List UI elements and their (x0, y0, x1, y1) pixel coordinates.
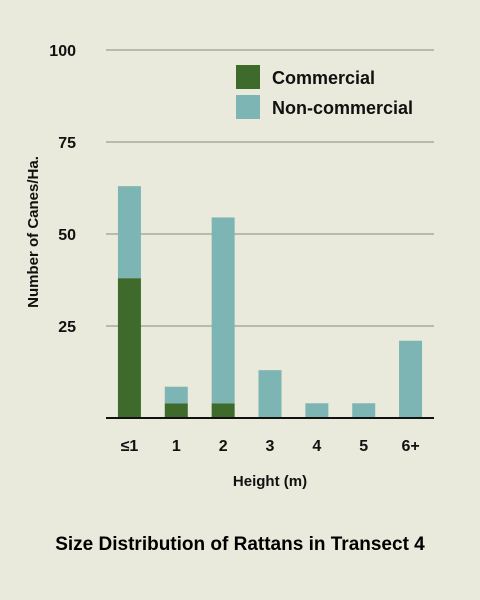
x-axis-title: Height (m) (233, 473, 307, 490)
x-tick-label: 2 (219, 438, 228, 455)
bar-non-commercial (399, 340, 423, 418)
x-tick-label: 5 (359, 438, 368, 455)
bar-commercial (117, 278, 141, 418)
x-tick-label: ≤1 (121, 438, 139, 455)
legend-swatch-non-commercial (236, 95, 260, 119)
legend-swatch-commercial (236, 65, 260, 89)
y-tick-label: 50 (58, 227, 76, 244)
bar-non-commercial (305, 403, 329, 418)
bars (117, 186, 423, 418)
chart-title: Size Distribution of Rattans in Transect… (55, 534, 425, 555)
bar-commercial (211, 403, 235, 418)
x-axis-ticks: ≤1 1 2 3 4 5 6+ (121, 438, 420, 455)
gridlines (106, 49, 434, 327)
y-axis-title: Number of Canes/Ha. (25, 156, 42, 308)
bar-non-commercial (164, 386, 188, 404)
bar-non-commercial (258, 370, 282, 418)
x-tick-label: 3 (266, 438, 275, 455)
y-tick-label: 100 (49, 43, 76, 60)
legend-label-non-commercial: Non-commercial (272, 98, 413, 118)
x-tick-label: 1 (172, 438, 181, 455)
bar-non-commercial (352, 403, 376, 418)
y-axis-ticks: 100 75 50 25 (49, 43, 76, 336)
bar-non-commercial (211, 217, 235, 404)
x-tick-label: 4 (312, 438, 321, 455)
x-tick-label: 6+ (401, 438, 419, 455)
legend-label-commercial: Commercial (272, 68, 375, 88)
legend: Commercial Non-commercial (236, 65, 413, 119)
y-tick-label: 75 (58, 135, 76, 152)
bar-non-commercial (117, 186, 141, 279)
bar-commercial (164, 403, 188, 418)
y-tick-label: 25 (58, 319, 76, 336)
